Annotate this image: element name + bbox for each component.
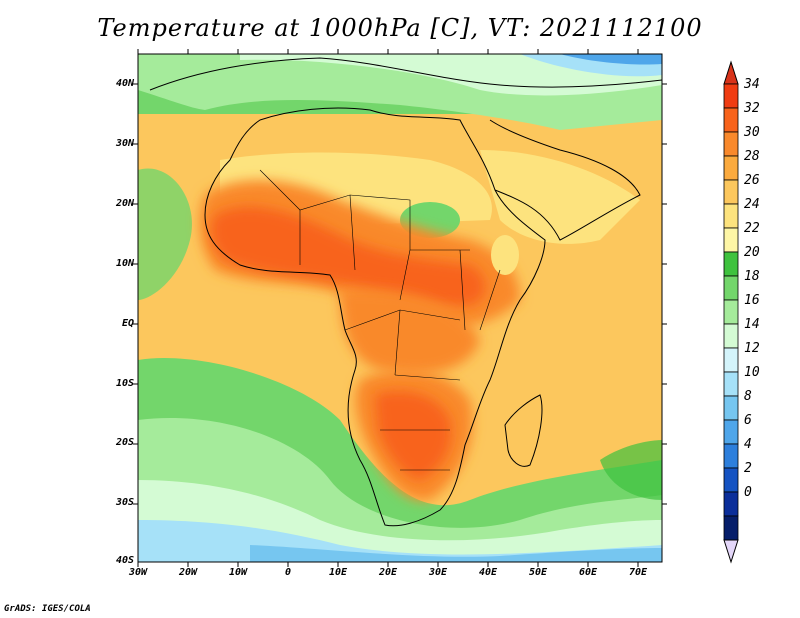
colorbar-label: 28 [744, 149, 760, 164]
colorbar-swatch [723, 155, 739, 181]
colorbar-swatch [723, 179, 739, 205]
colorbar-top-triangle [723, 60, 739, 85]
lat-label: 20N [115, 198, 134, 209]
colorbar-swatch [723, 83, 739, 109]
lon-label: 10W [228, 567, 248, 578]
lat-label: 40N [115, 78, 134, 89]
lat-label: 10N [115, 258, 134, 269]
colorbar-swatch [723, 275, 739, 301]
lat-label: EQ [121, 318, 134, 329]
lat-label: 30S [115, 497, 134, 508]
lon-label: 20E [378, 567, 398, 578]
colorbar-swatch [723, 323, 739, 349]
colorbar-label: 20 [744, 245, 760, 260]
lon-label: 40E [478, 567, 498, 578]
colorbar-label: 12 [744, 341, 760, 356]
colorbar-label: 16 [744, 293, 760, 308]
lon-label: 0 [284, 567, 292, 578]
colorbar [723, 60, 739, 564]
colorbar-label: 34 [744, 77, 760, 92]
colorbar-swatch [723, 203, 739, 229]
colorbar-swatch [723, 131, 739, 157]
colorbar-label: 2 [744, 461, 752, 476]
map-title: Temperature at 1000hPa [C], VT: 20211121… [97, 14, 703, 42]
colorbar-bottom-triangle [723, 539, 739, 564]
lat-label: 10S [115, 378, 134, 389]
lon-label: 30W [128, 567, 148, 578]
colorbar-swatch [723, 107, 739, 133]
colorbar-label: 8 [744, 389, 752, 404]
colorbar-swatch [723, 419, 739, 445]
colorbar-swatch [723, 251, 739, 277]
colorbar-label: 30 [744, 125, 760, 140]
coastlines [149, 57, 662, 527]
colorbar-swatch [723, 491, 739, 517]
colorbar-label: 0 [744, 485, 752, 500]
credit-text: GrADS: IGES/COLA [4, 604, 91, 614]
lon-label: 70E [628, 567, 648, 578]
colorbar-label: 26 [744, 173, 760, 188]
lat-label: 30N [115, 138, 134, 149]
colorbar-label: 14 [744, 317, 760, 332]
axis-ticks [133, 49, 667, 567]
map-frame [137, 53, 663, 563]
lon-label: 30E [428, 567, 448, 578]
lat-label: 40S [115, 555, 134, 566]
colorbar-swatch [723, 467, 739, 493]
colorbar-swatch [723, 227, 739, 253]
lon-label: 60E [578, 567, 598, 578]
colorbar-label: 32 [744, 101, 760, 116]
colorbar-swatch [723, 443, 739, 469]
colorbar-label: 10 [744, 365, 760, 380]
temperature-field [138, 54, 662, 562]
colorbar-label: 4 [744, 437, 752, 452]
colorbar-swatch [723, 395, 739, 421]
colorbar-swatch [723, 347, 739, 373]
lat-label: 20S [115, 437, 134, 448]
lon-label: 50E [528, 567, 548, 578]
colorbar-label: 22 [744, 221, 760, 236]
country-borders [259, 169, 501, 471]
lon-label: 10E [328, 567, 348, 578]
lon-label: 20W [178, 567, 198, 578]
colorbar-label: 6 [744, 413, 752, 428]
colorbar-swatch [723, 299, 739, 325]
colorbar-label: 24 [744, 197, 760, 212]
colorbar-label: 18 [744, 269, 760, 284]
colorbar-swatch [723, 371, 739, 397]
colorbar-swatch [723, 515, 739, 541]
